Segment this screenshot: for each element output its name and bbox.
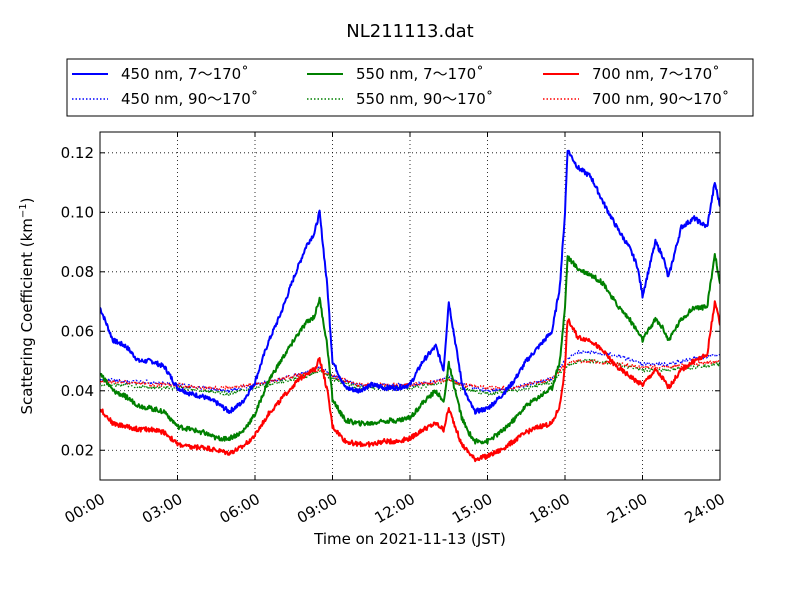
y-axis-label-unit-exponent: −1 [18, 203, 29, 218]
legend-label: 550 nm, 7～170˚ [356, 65, 484, 83]
y-tick-label: 0.06 [61, 322, 94, 340]
y-tick-label: 0.04 [61, 382, 94, 400]
x-tick-label: 06:00 [217, 490, 263, 527]
series-line-5 [100, 358, 720, 391]
chart-title: NL211113.dat [346, 21, 473, 42]
axis-ticks: 00:00 03:00 06:00 09:00 12:00 15:00 18:00 21:00… [61, 132, 728, 527]
legend: 450 nm, 7～170˚ 550 nm, 7～170˚ 700 nm, 7～17… [66, 58, 754, 117]
y-tick-label: 0.12 [61, 144, 94, 162]
legend-label: 550 nm, 90～170˚ [356, 90, 493, 108]
series-line-2 [100, 300, 720, 463]
series-line-1 [100, 253, 720, 445]
x-axis-label: Time on 2021-11-13 (JST) [313, 530, 506, 548]
y-axis-label: Scattering Coefficient (km−1) [18, 197, 36, 414]
x-tick-label: 18:00 [527, 490, 573, 527]
legend-items: 450 nm, 7～170˚ 550 nm, 7～170˚ 700 nm, 7～17… [72, 65, 729, 108]
x-tick-label: 21:00 [604, 490, 650, 527]
x-tick-label: 09:00 [294, 490, 340, 527]
y-tick-label: 0.02 [61, 441, 94, 459]
legend-label: 700 nm, 90～170˚ [592, 90, 729, 108]
y-axis-label-text: Scattering Coefficient (km [18, 218, 36, 414]
grid [100, 132, 720, 480]
legend-label: 450 nm, 90～170˚ [121, 90, 258, 108]
legend-label: 700 nm, 7～170˚ [592, 65, 720, 83]
y-tick-label: 0.08 [61, 263, 94, 281]
x-tick-label: 15:00 [449, 490, 495, 527]
x-tick-label: 00:00 [62, 490, 108, 527]
x-tick-label: 03:00 [139, 490, 185, 527]
x-tick-label: 12:00 [372, 490, 418, 527]
y-tick-label: 0.10 [61, 203, 94, 221]
series-line-0 [100, 149, 720, 415]
legend-label: 450 nm, 7～170˚ [121, 65, 249, 83]
series-line-3 [100, 349, 720, 393]
y-axis-label-tail: ) [18, 197, 36, 203]
series-lines [100, 149, 720, 463]
legend-frame [66, 58, 754, 117]
plot-area: 00:00 03:00 06:00 09:00 12:00 15:00 18:00 21:00… [61, 131, 728, 527]
x-tick-label: 24:00 [682, 490, 728, 527]
